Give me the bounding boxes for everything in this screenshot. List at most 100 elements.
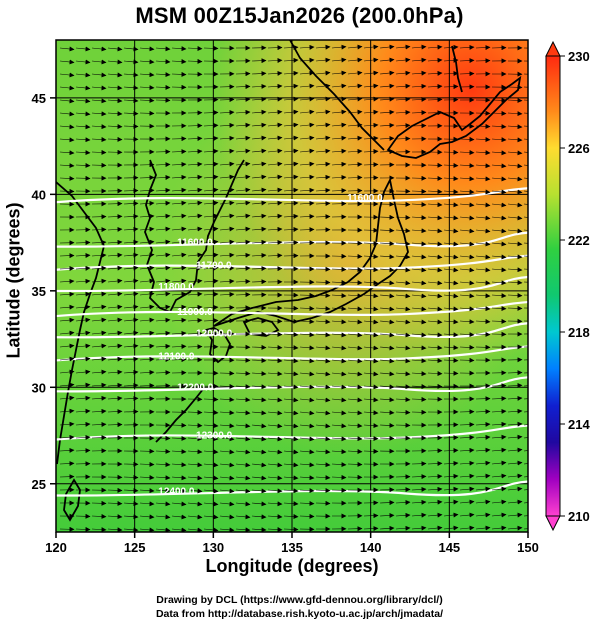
contour-label: 11600.0 (347, 193, 383, 204)
wind-vector (411, 384, 427, 390)
wind-vector (155, 501, 171, 507)
wind-vector (315, 475, 331, 481)
wind-vector (347, 358, 363, 364)
wind-vector (475, 163, 491, 169)
wind-vector (491, 215, 507, 221)
wind-vector (171, 462, 187, 468)
wind-vector (315, 122, 331, 128)
wind-vector (411, 267, 427, 273)
wind-vector (459, 71, 475, 77)
wind-vector (219, 226, 235, 232)
wind-vector (139, 85, 155, 91)
wind-vector (443, 162, 459, 168)
wind-vector (155, 162, 171, 168)
wind-vector (75, 382, 91, 388)
wind-vector (139, 278, 155, 284)
wind-vector (523, 476, 528, 478)
wind-vector (427, 293, 443, 299)
wind-vector (299, 200, 315, 206)
wind-vector (187, 449, 203, 455)
wind-vector (363, 371, 379, 377)
wind-vector (75, 98, 91, 104)
wind-vector (459, 202, 475, 208)
wind-vector (235, 200, 251, 206)
wind-vector (315, 214, 331, 220)
wind-vector (379, 227, 395, 233)
wind-vector (459, 150, 475, 155)
wind-vector (107, 111, 123, 117)
wind-vector (299, 305, 315, 311)
wind-vector (299, 397, 315, 403)
wind-vector (523, 385, 528, 387)
wind-vector (411, 188, 427, 194)
wind-vector (91, 527, 107, 532)
wind-vector (171, 226, 187, 232)
wind-vector (91, 111, 107, 117)
wind-vector (491, 525, 507, 531)
wind-vector (155, 304, 171, 310)
wind-vector (427, 332, 443, 338)
wind-vector (267, 109, 283, 115)
wind-vector (235, 397, 251, 403)
wind-vector (507, 124, 523, 130)
wind-vector (219, 122, 235, 128)
wind-vector (491, 176, 507, 182)
wind-vector (347, 384, 363, 390)
wind-vector (427, 97, 443, 103)
wind-vector (267, 70, 283, 76)
wind-vector (75, 526, 91, 532)
y-axis-label: Latitude (degrees) (3, 202, 24, 359)
wind-vector (75, 448, 91, 454)
wind-vector (107, 278, 123, 284)
wind-vector (235, 292, 251, 298)
wind-vector (491, 434, 507, 440)
wind-vector (123, 72, 139, 78)
wind-vector (219, 410, 235, 416)
wind-vector (443, 435, 459, 441)
wind-vector (347, 44, 363, 50)
wind-vector (507, 280, 523, 286)
wind-vector (411, 83, 427, 89)
y-tick-label: 40 (32, 187, 46, 202)
y-tick-label: 45 (32, 91, 46, 106)
wind-vector (379, 410, 395, 416)
wind-vector (59, 461, 75, 467)
wind-vector (75, 124, 91, 130)
wind-vector (507, 254, 523, 260)
wind-vector (219, 200, 235, 206)
wind-vector (427, 371, 443, 377)
wind-vector (379, 345, 395, 351)
x-tick-label: 130 (202, 540, 224, 555)
wind-vector (91, 46, 107, 52)
wind-vector (315, 174, 331, 180)
wind-vector (491, 318, 507, 324)
wind-vector (443, 512, 459, 518)
wind-vector (267, 423, 283, 429)
wind-vector (219, 174, 235, 180)
wind-vector (523, 177, 528, 179)
wind-vector (267, 488, 283, 494)
wind-vector (507, 447, 523, 453)
wind-vector (459, 136, 475, 142)
wind-vector (299, 488, 315, 494)
wind-vector (315, 423, 331, 429)
wind-vector (91, 304, 107, 310)
wind-vector (75, 59, 91, 65)
wind-vector (331, 83, 347, 89)
wind-vector (315, 279, 331, 285)
wind-vector (123, 252, 139, 258)
wind-vector (107, 214, 123, 220)
wind-vector (347, 253, 363, 259)
wind-vector (315, 57, 331, 63)
wind-vector (331, 462, 347, 468)
contour-label: 12000.0 (196, 328, 233, 339)
wind-vector (507, 241, 523, 247)
wind-vector (203, 527, 219, 532)
wind-vector (235, 475, 251, 481)
wind-vector (59, 382, 75, 388)
wind-vector (491, 486, 507, 492)
wind-vector (379, 149, 395, 155)
wind-vector (443, 267, 459, 273)
